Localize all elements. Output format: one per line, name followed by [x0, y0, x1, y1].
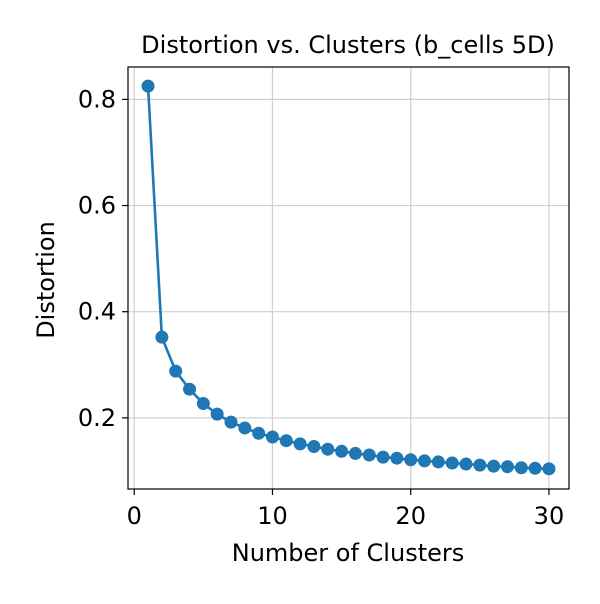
y-axis-label: Distortion — [32, 221, 60, 339]
data-point — [307, 440, 321, 454]
data-point — [321, 442, 335, 456]
data-point — [238, 421, 252, 435]
data-point — [528, 461, 542, 475]
data-point — [348, 446, 362, 460]
data-point — [335, 444, 349, 458]
data-point — [265, 430, 279, 444]
plot-frame — [127, 66, 570, 490]
grid-layer — [128, 67, 569, 489]
data-point — [169, 364, 183, 378]
data-point — [500, 460, 514, 474]
series-layer — [141, 79, 556, 476]
x-tick-label: 0 — [127, 502, 142, 530]
data-point — [252, 426, 266, 440]
series-line — [146, 86, 549, 471]
data-point — [293, 437, 307, 451]
data-point — [376, 450, 390, 464]
x-tick-label: 10 — [257, 502, 288, 530]
x-axis-label: Number of Clusters — [232, 539, 465, 567]
data-point — [445, 456, 459, 470]
x-tick-label: 30 — [534, 502, 565, 530]
data-point — [155, 330, 169, 344]
tick-layer: 0 10 20 30 0.2 0.4 0.6 0.8 — [78, 85, 564, 530]
y-tick-label: 0.2 — [78, 404, 116, 432]
data-point — [487, 459, 501, 473]
data-point — [390, 451, 404, 465]
chart-title: Distortion vs. Clusters (b_cells 5D) — [141, 31, 555, 59]
data-point — [362, 448, 376, 462]
x-tick-label: 20 — [395, 502, 426, 530]
y-tick-label: 0.4 — [78, 298, 116, 326]
data-point — [196, 397, 210, 411]
data-point — [183, 382, 197, 396]
data-point — [473, 458, 487, 472]
y-tick-label: 0.8 — [78, 85, 116, 113]
y-tick-label: 0.6 — [78, 192, 116, 220]
data-point — [279, 434, 293, 448]
data-point — [141, 79, 155, 93]
data-point — [431, 455, 445, 469]
data-point — [210, 407, 224, 421]
data-point — [514, 461, 528, 475]
data-point — [404, 453, 418, 467]
data-point — [418, 454, 432, 468]
data-point — [224, 415, 238, 429]
data-point — [459, 457, 473, 471]
data-point — [542, 462, 556, 476]
